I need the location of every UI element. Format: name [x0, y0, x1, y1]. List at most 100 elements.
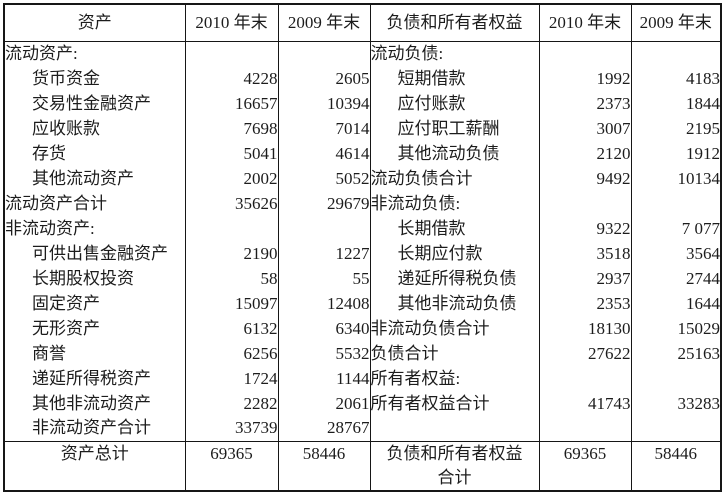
- asset-label: 固定资产: [32, 293, 100, 313]
- liability-label: 非流动负债:: [369, 191, 539, 216]
- liability-2010-value: 41743: [538, 391, 631, 416]
- assets-total-2009-value: 58446: [277, 440, 370, 491]
- asset-2009-value: [277, 41, 370, 66]
- liability-2009-value: 3564: [630, 241, 721, 266]
- asset-label: 递延所得税资产: [32, 368, 151, 388]
- table-row: 存货 5041 4614 其他流动负债 2120 1912: [4, 141, 721, 166]
- asset-2009-value: 5532: [277, 341, 370, 366]
- asset-2010-value: 16657: [184, 91, 278, 116]
- liability-label: [369, 416, 539, 441]
- liability-label: 所有者权益:: [369, 366, 539, 391]
- liabilities-total-2010-value: 69365: [538, 440, 631, 491]
- asset-label: 其他非流动资产: [32, 393, 151, 413]
- asset-2010-value: 4228: [184, 66, 278, 91]
- asset-label: 非流动资产:: [5, 218, 95, 238]
- header-row: 资产 2010 年末 2009 年末 负债和所有者权益 2010 年末 2009…: [4, 4, 721, 42]
- asset-2010-value: 5041: [184, 141, 278, 166]
- table-row: 交易性金融资产 16657 10394 应付账款 2373 1844: [4, 91, 721, 116]
- asset-2010-value: 7698: [184, 116, 278, 141]
- table-row: 无形资产 6132 6340 非流动负债合计 18130 15029: [4, 316, 721, 341]
- asset-2009-value: 2605: [277, 66, 370, 91]
- asset-2009-value: 1144: [277, 366, 370, 391]
- liability-2009-value: 2744: [630, 266, 721, 291]
- asset-label: 应收账款: [32, 118, 100, 138]
- liability-2010-value: [538, 416, 631, 441]
- liability-2010-value: [538, 41, 631, 66]
- liability-2010-value: 2120: [538, 141, 631, 166]
- liability-2010-value: [538, 191, 631, 216]
- liabilities-header-cell: 负债和所有者权益: [369, 4, 539, 42]
- assets-total-2010-value: 69365: [184, 440, 278, 491]
- table-row: 固定资产 15097 12408 其他非流动负债 2353 1644: [4, 291, 721, 316]
- asset-label: 其他流动资产: [32, 168, 134, 188]
- liability-2010-value: 2373: [538, 91, 631, 116]
- table-row: 流动资产: 流动负债:: [4, 41, 721, 66]
- table-row: 商誉 6256 5532 负债合计 27622 25163: [4, 341, 721, 366]
- liability-label: 流动负债合计: [369, 166, 539, 191]
- liabilities-2009-header-cell: 2009 年末: [630, 4, 721, 42]
- asset-2009-value: 7014: [277, 116, 370, 141]
- asset-2010-value: 58: [184, 266, 278, 291]
- table-row: 非流动资产合计 33739 28767: [4, 416, 721, 441]
- asset-2009-value: 29679: [277, 191, 370, 216]
- asset-2009-value: 1227: [277, 241, 370, 266]
- liability-label: 应付账款: [369, 91, 539, 116]
- asset-2009-value: 12408: [277, 291, 370, 316]
- liabilities-total-label-line1: 负债和所有者权益: [386, 443, 523, 463]
- liability-2009-value: [630, 41, 721, 66]
- liability-2009-value: 33283: [630, 391, 721, 416]
- asset-2010-value: 6256: [184, 341, 278, 366]
- asset-2009-value: [277, 216, 370, 241]
- liability-2009-value: 1644: [630, 291, 721, 316]
- asset-2010-value: 35626: [184, 191, 278, 216]
- table-row: 其他流动资产 2002 5052 流动负债合计 9492 10134: [4, 166, 721, 191]
- asset-2010-value: 1724: [184, 366, 278, 391]
- liability-2009-value: 1844: [630, 91, 721, 116]
- liabilities-total-label-line2: 合计: [437, 467, 472, 487]
- liability-2010-value: 27622: [538, 341, 631, 366]
- asset-label: 流动资产合计: [5, 193, 107, 213]
- table-row: 流动资产合计 35626 29679 非流动负债:: [4, 191, 721, 216]
- liabilities-total-label: 负债和所有者权益 合计: [369, 440, 539, 491]
- balance-sheet-table: 资产 2010 年末 2009 年末 负债和所有者权益 2010 年末 2009…: [3, 3, 722, 492]
- liability-2009-value: [630, 366, 721, 391]
- liability-2009-value: [630, 191, 721, 216]
- asset-2009-value: 6340: [277, 316, 370, 341]
- table-row: 其他非流动资产 2282 2061 所有者权益合计 41743 33283: [4, 391, 721, 416]
- asset-label: 存货: [32, 143, 66, 163]
- liability-label: 其他非流动负债: [369, 291, 539, 316]
- asset-2010-value: 33739: [184, 416, 278, 441]
- asset-label: 长期股权投资: [32, 268, 134, 288]
- liability-2009-value: 15029: [630, 316, 721, 341]
- liability-label: 负债合计: [369, 341, 539, 366]
- asset-2009-value: 5052: [277, 166, 370, 191]
- asset-label: 货币资金: [32, 68, 100, 88]
- liabilities-2010-header-cell: 2010 年末: [538, 4, 631, 42]
- liability-label: 非流动负债合计: [369, 316, 539, 341]
- liability-label: 所有者权益合计: [369, 391, 539, 416]
- table-row: 可供出售金融资产 2190 1227 长期应付款 3518 3564: [4, 241, 721, 266]
- liability-2009-value: 10134: [630, 166, 721, 191]
- asset-2009-value: 2061: [277, 391, 370, 416]
- asset-2010-value: [184, 216, 278, 241]
- liability-2010-value: 3007: [538, 116, 631, 141]
- asset-2010-value: [184, 41, 278, 66]
- liability-2009-value: 7 077: [630, 216, 721, 241]
- asset-2009-value: 28767: [277, 416, 370, 441]
- liability-2010-value: [538, 366, 631, 391]
- asset-label: 商誉: [32, 343, 66, 363]
- liability-2010-value: 1992: [538, 66, 631, 91]
- liability-2010-value: 2937: [538, 266, 631, 291]
- liability-label: 长期借款: [369, 216, 539, 241]
- table-row: 应收账款 7698 7014 应付职工薪酬 3007 2195: [4, 116, 721, 141]
- asset-label: 交易性金融资产: [32, 93, 151, 113]
- table-row: 长期股权投资 58 55 递延所得税负债 2937 2744: [4, 266, 721, 291]
- liability-2009-value: 2195: [630, 116, 721, 141]
- assets-total-label: 资产总计: [4, 440, 185, 491]
- asset-2010-value: 2190: [184, 241, 278, 266]
- liability-label: 短期借款: [369, 66, 539, 91]
- asset-2009-value: 55: [277, 266, 370, 291]
- liability-2009-value: [630, 416, 721, 441]
- asset-label: 非流动资产合计: [32, 418, 151, 438]
